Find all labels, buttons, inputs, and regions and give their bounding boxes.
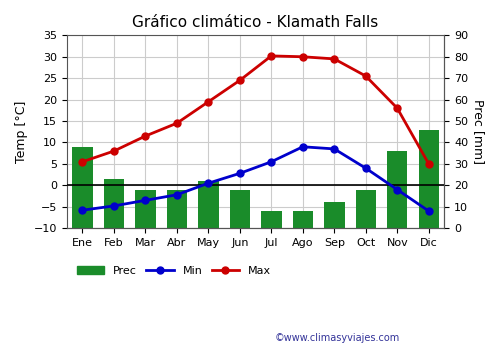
Bar xyxy=(418,130,439,228)
Legend: Prec, Min, Max: Prec, Min, Max xyxy=(72,261,276,280)
Bar xyxy=(198,181,218,228)
Title: Gráfico climático - Klamath Falls: Gráfico climático - Klamath Falls xyxy=(132,15,378,30)
Bar xyxy=(230,190,250,228)
Bar xyxy=(387,151,407,228)
Bar xyxy=(292,211,313,228)
Text: ©www.climasyviajes.com: ©www.climasyviajes.com xyxy=(275,333,400,343)
Y-axis label: Temp [°C]: Temp [°C] xyxy=(15,100,28,163)
Bar xyxy=(324,203,344,228)
Bar xyxy=(104,179,124,228)
Bar xyxy=(72,147,92,228)
Bar xyxy=(135,190,156,228)
Bar xyxy=(356,190,376,228)
Y-axis label: Prec [mm]: Prec [mm] xyxy=(472,99,485,164)
Bar xyxy=(166,190,187,228)
Bar xyxy=(261,211,281,228)
